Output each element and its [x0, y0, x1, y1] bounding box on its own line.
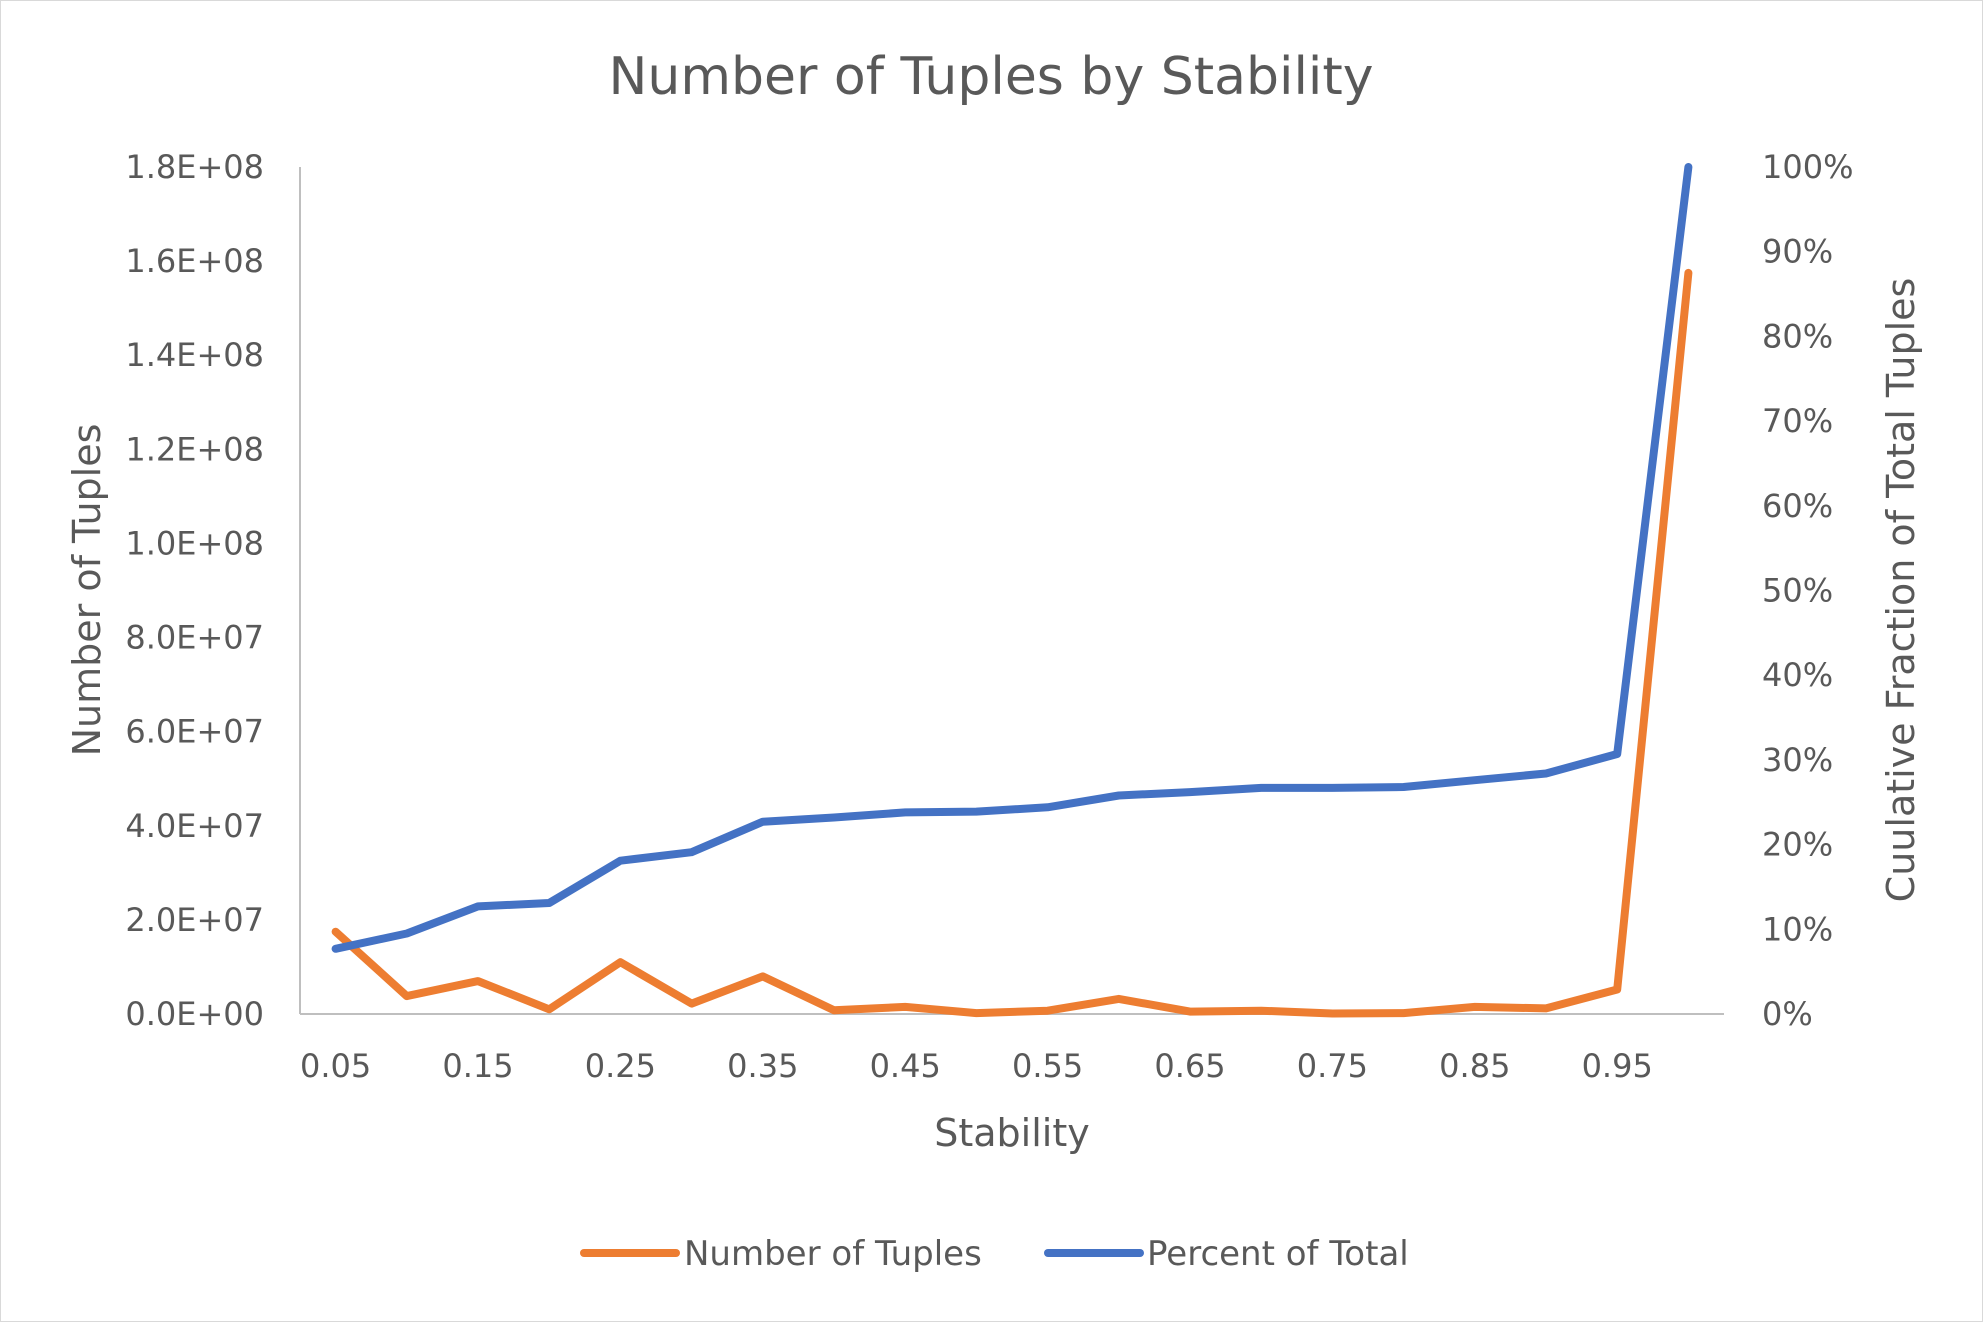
x-tick-label: 0.55 — [1012, 1047, 1083, 1085]
y-tick-label: 1.6E+08 — [125, 242, 264, 280]
y2-axis-tick-labels: 0% 10% 20% 30% 40% 50% 60% 70% 80% 90% 100% — [1762, 148, 1853, 1033]
y2-axis-title: Cuulative Fraction of Total Tuples — [1879, 278, 1923, 903]
y-tick-label: 1.8E+08 — [125, 148, 264, 186]
x-axis-tick-labels: 0.05 0.15 0.25 0.35 0.45 0.55 0.65 0.75 0.85 0.95 — [300, 1047, 1653, 1085]
series-line-number-of-tuples — [331, 268, 1693, 1018]
y2-tick-label: 60% — [1762, 487, 1833, 525]
legend: Number of Tuples Percent of Total — [580, 1234, 1409, 1274]
y2-tick-label: 10% — [1762, 910, 1833, 948]
x-tick-label: 0.15 — [442, 1047, 513, 1085]
y2-tick-label: 30% — [1762, 741, 1833, 779]
y2-tick-label: 90% — [1762, 233, 1833, 271]
x-tick-label: 0.35 — [727, 1047, 798, 1085]
y-tick-label: 4.0E+07 — [125, 807, 264, 845]
x-tick-label: 0.65 — [1154, 1047, 1225, 1085]
x-tick-label: 0.95 — [1582, 1047, 1653, 1085]
y-tick-label: 6.0E+07 — [125, 713, 264, 751]
y2-tick-label: 50% — [1762, 572, 1833, 610]
x-axis-title: Stability — [934, 1111, 1090, 1155]
y-tick-label: 8.0E+07 — [125, 619, 264, 657]
y2-tick-label: 70% — [1762, 402, 1833, 440]
x-tick-label: 0.45 — [870, 1047, 941, 1085]
y-tick-label: 1.0E+08 — [125, 524, 264, 562]
y-axis-tick-labels: 0.0E+00 2.0E+07 4.0E+07 6.0E+07 8.0E+07 1.0E+… — [125, 148, 264, 1033]
y-tick-label: 1.2E+08 — [125, 430, 264, 468]
y2-tick-label: 20% — [1762, 826, 1833, 864]
legend-label: Number of Tuples — [684, 1234, 982, 1274]
y2-tick-label: 0% — [1762, 995, 1813, 1033]
y-tick-label: 1.4E+08 — [125, 336, 264, 374]
series-layer — [331, 163, 1693, 1018]
y2-tick-label: 80% — [1762, 317, 1833, 355]
y-axis-title: Number of Tuples — [65, 424, 109, 757]
legend-label: Percent of Total — [1147, 1234, 1409, 1274]
x-tick-label: 0.25 — [585, 1047, 656, 1085]
y-tick-label: 2.0E+07 — [125, 901, 264, 939]
x-tick-label: 0.85 — [1439, 1047, 1510, 1085]
y2-tick-label: 100% — [1762, 148, 1853, 186]
series-line-percent-of-total — [331, 163, 1693, 953]
x-tick-label: 0.05 — [300, 1047, 371, 1085]
y-tick-label: 0.0E+00 — [125, 995, 264, 1033]
x-tick-label: 0.75 — [1297, 1047, 1368, 1085]
chart-title: Number of Tuples by Stability — [608, 47, 1373, 107]
y2-tick-label: 40% — [1762, 656, 1833, 694]
